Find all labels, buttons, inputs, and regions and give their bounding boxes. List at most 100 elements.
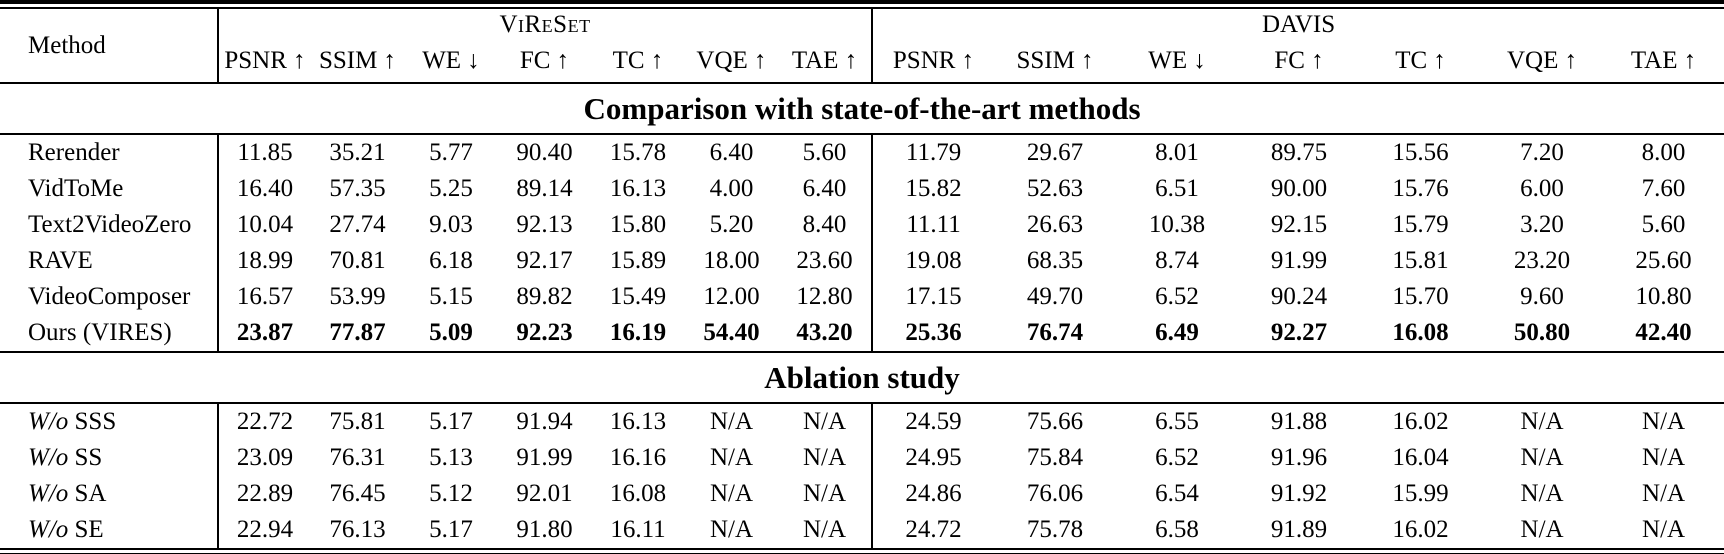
metric-value: 91.92 [1270, 480, 1328, 507]
metric-value: 16.08 [609, 480, 667, 507]
col-header-davis-vqe: VQE ↑ [1481, 40, 1604, 84]
metric-value: 91.89 [1270, 516, 1328, 543]
metric-value: 3.20 [1520, 211, 1564, 238]
metric-value: 75.66 [1026, 408, 1084, 435]
metric-value: 23.87 [217, 315, 311, 352]
metric-value: 16.16 [609, 444, 667, 471]
group-header-vireset: ViReSet [216, 9, 873, 40]
section-row: Ablation study [0, 351, 1724, 404]
metric-value: 89.82 [516, 283, 573, 310]
table-row: W/o SA 22.89 76.45 5.12 92.01 16.08 N/A N/A 24.8… [0, 476, 1724, 512]
top-rule-gap [0, 4, 1724, 7]
metric-value: 92.23 [516, 319, 573, 346]
metric-value: 18.00 [703, 247, 760, 274]
metric-value: 5.13 [429, 444, 473, 471]
table-row: VidToMe 16.40 57.35 5.25 89.14 16.13 4.00 6.40 1… [0, 171, 1724, 207]
metric-value: 6.52 [1155, 444, 1199, 471]
metric-value: 29.67 [1026, 139, 1084, 166]
metric-value: 57.35 [329, 175, 386, 202]
metric-value: 5.60 [1641, 211, 1686, 238]
metric-value: 75.84 [1026, 444, 1084, 471]
metric-value: 92.15 [1270, 211, 1328, 238]
metric-value: 8.40 [802, 211, 847, 238]
metric-value: 92.13 [516, 211, 573, 238]
metric-value: 9.60 [1520, 283, 1564, 310]
metric-value: 16.57 [217, 279, 311, 315]
metric-value: 15.99 [1392, 480, 1449, 507]
metric-value: 7.60 [1641, 175, 1686, 202]
method-name: W/o SE [28, 516, 104, 543]
metric-value: 6.49 [1155, 319, 1199, 346]
metric-value: 16.13 [609, 175, 667, 202]
metric-value: N/A [802, 480, 847, 507]
metric-value: 27.74 [329, 211, 386, 238]
metric-value: N/A [1520, 408, 1564, 435]
method-name: W/o SA [28, 480, 107, 507]
col-header-davis-tc: TC ↑ [1360, 40, 1482, 84]
metric-value: 90.24 [1270, 283, 1328, 310]
metric-value: 11.79 [871, 134, 995, 171]
metric-value: 76.13 [329, 516, 386, 543]
metric-value: 52.63 [1026, 175, 1084, 202]
metric-value: 11.11 [871, 207, 995, 243]
metric-value: 16.13 [609, 408, 667, 435]
metric-value: 50.80 [1513, 319, 1571, 346]
metric-value: 54.40 [703, 319, 760, 346]
col-header-davis-fc: FC ↑ [1238, 40, 1361, 84]
top-rule-thick [0, 0, 1724, 4]
top-rule-thin [0, 7, 1724, 9]
metric-value: 25.60 [1635, 247, 1692, 274]
metric-value: 7.20 [1520, 139, 1564, 166]
bottom-rule-thin [0, 548, 1724, 550]
metric-value: 23.20 [1513, 247, 1571, 274]
vireset-label: ViReSet [499, 10, 591, 38]
metric-value: 6.54 [1155, 480, 1199, 507]
metric-value: 91.99 [1270, 247, 1328, 274]
metric-value: N/A [1642, 408, 1686, 435]
metric-value: 26.63 [1026, 211, 1084, 238]
metric-value: 16.02 [1392, 408, 1449, 435]
metric-value: 24.86 [871, 476, 995, 512]
metric-value: N/A [1642, 480, 1686, 507]
bottom-rule-gap [0, 550, 1724, 553]
metric-value: 53.99 [329, 283, 386, 310]
metric-value: 6.40 [709, 139, 754, 166]
metric-value: 42.40 [1635, 319, 1692, 346]
metric-value: 15.49 [609, 283, 667, 310]
method-name: Rerender [28, 139, 120, 166]
group-header-davis: DAVIS [871, 9, 1724, 40]
metric-value: 5.60 [802, 139, 847, 166]
metric-value: 10.38 [1148, 211, 1206, 238]
metric-value: 91.99 [516, 444, 573, 471]
col-header-davis-ssim: SSIM ↑ [994, 40, 1117, 84]
metric-value: 15.79 [1392, 211, 1449, 238]
col-header-vireset-vqe: VQE ↑ [685, 40, 778, 84]
section-row: Comparison with state-of-the-art methods [0, 82, 1724, 135]
metric-value: 24.72 [871, 512, 995, 548]
metric-value: 24.95 [871, 440, 995, 476]
method-name: VideoComposer [28, 283, 191, 310]
metric-value: N/A [802, 444, 847, 471]
metric-value: 76.06 [1026, 480, 1084, 507]
metric-value: N/A [1642, 444, 1686, 471]
metric-value: 5.09 [429, 319, 473, 346]
section-title: Comparison with state-of-the-art methods [0, 82, 1724, 135]
method-column-header: Method [28, 31, 106, 59]
method-name: W/o SS [28, 444, 103, 471]
davis-label: DAVIS [1261, 10, 1336, 38]
metric-value: 16.11 [610, 516, 666, 543]
metric-value: 6.52 [1155, 283, 1199, 310]
results-table: Method ViReSet DAVIS PSNR ↑ SSIM ↑ WE ↓ … [0, 9, 1724, 548]
metric-value: 91.96 [1270, 444, 1328, 471]
metric-value: N/A [802, 408, 847, 435]
metric-value: 6.00 [1520, 175, 1564, 202]
metric-value: 15.89 [609, 247, 667, 274]
metric-value: 8.74 [1155, 247, 1199, 274]
table-row: Rerender 11.85 35.21 5.77 90.40 15.78 6.40 5.60… [0, 134, 1724, 171]
metric-value: 8.00 [1641, 139, 1686, 166]
metric-value: 18.99 [217, 243, 311, 279]
metric-value: 77.87 [329, 319, 386, 346]
metric-value: 16.40 [217, 171, 311, 207]
metric-value: 6.51 [1155, 175, 1199, 202]
